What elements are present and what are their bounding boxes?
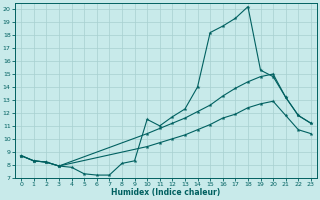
X-axis label: Humidex (Indice chaleur): Humidex (Indice chaleur) bbox=[111, 188, 221, 197]
